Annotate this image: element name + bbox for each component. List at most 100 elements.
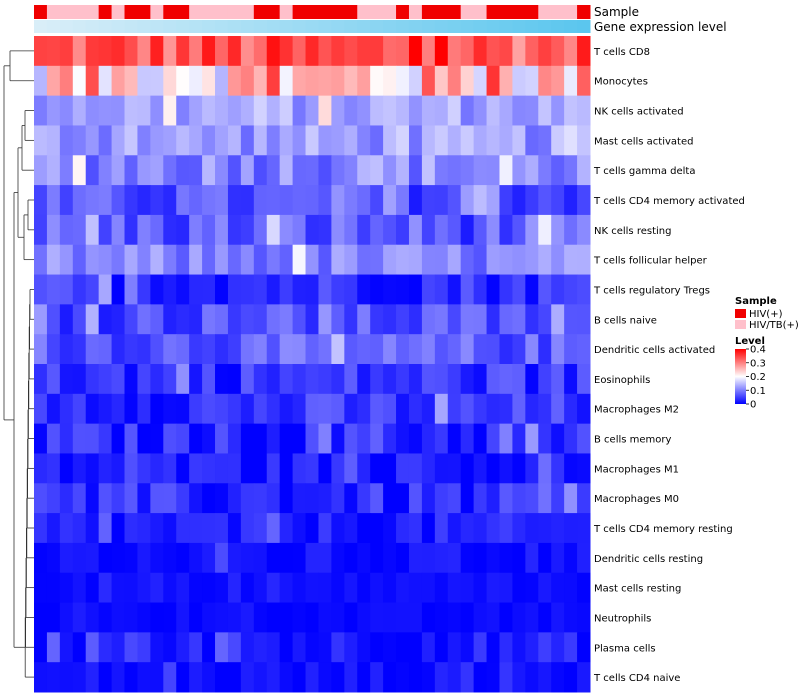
heatmap-cell: [163, 393, 177, 425]
heatmap-cell: [202, 125, 216, 156]
heatmap-cell: [176, 334, 190, 365]
heatmap-cell: [59, 453, 74, 484]
heatmap-cell: [499, 274, 513, 305]
heatmap-cell: [370, 423, 384, 454]
heatmap-cell: [34, 36, 48, 67]
heatmap-cell: [421, 513, 436, 544]
heatmap-cell: [357, 185, 371, 216]
heatmap-cell: [305, 185, 319, 216]
heatmap-cell: [34, 423, 48, 454]
heatmap-cell: [370, 36, 384, 67]
row-label: Macrophages M1: [594, 464, 679, 475]
gene-annotation-cell: [408, 20, 423, 33]
heatmap-cell: [215, 214, 229, 246]
gene-annotation-cell: [460, 20, 475, 33]
sample-annotation-cell: [499, 5, 513, 19]
sample-annotation-cell: [460, 5, 475, 19]
heatmap-cell: [525, 364, 539, 395]
heatmap-cell: [486, 483, 500, 514]
heatmap-cell: [215, 453, 229, 484]
heatmap-cell: [551, 125, 565, 156]
row-dendrogram: [3, 50, 34, 678]
heatmap-cell: [137, 632, 151, 663]
heatmap-cell: [150, 483, 164, 514]
heatmap-cell: [499, 483, 513, 514]
heatmap-cell: [434, 36, 449, 67]
gene-annotation-cell: [98, 20, 113, 33]
heatmap-cell: [577, 155, 591, 186]
heatmap-cell: [292, 542, 307, 574]
heatmap-cell: [176, 662, 190, 693]
heatmap-cell: [408, 95, 423, 126]
gene-annotation-cell: [59, 20, 74, 33]
heatmap-cell: [577, 36, 591, 67]
sample-annotation-cell: [176, 5, 190, 19]
heatmap-cell: [408, 364, 423, 395]
heatmap-cell: [189, 453, 203, 484]
heatmap-cell: [473, 453, 488, 484]
heatmap-cell: [357, 244, 371, 276]
heatmap-cell: [150, 125, 164, 156]
heatmap-cell: [577, 483, 591, 514]
heatmap-cell: [318, 244, 332, 276]
gene-annotation-cell: [499, 20, 513, 33]
heatmap-cell: [486, 453, 500, 484]
heatmap-cell: [85, 542, 100, 574]
heatmap-cell: [486, 364, 500, 395]
heatmap-cell: [383, 334, 397, 365]
heatmap-cell: [499, 453, 513, 484]
heatmap-cell: [85, 214, 100, 246]
heatmap-cell: [408, 572, 423, 604]
heatmap-cell: [163, 662, 177, 693]
heatmap-cell: [564, 513, 578, 544]
heatmap-cell: [396, 572, 410, 604]
heatmap-cell: [499, 423, 513, 454]
heatmap-cell: [292, 513, 307, 544]
heatmap-cell: [305, 453, 319, 484]
heatmap-cell: [460, 185, 475, 216]
heatmap-cell: [460, 513, 475, 544]
heatmap-cell: [564, 185, 578, 216]
heatmap-cell: [137, 65, 151, 97]
gene-annotation-cell: [486, 20, 500, 33]
heatmap-cell: [551, 36, 565, 67]
heatmap-cell: [434, 602, 449, 633]
heatmap-cell: [163, 364, 177, 395]
heatmap-cell: [240, 542, 255, 574]
heatmap-cell: [72, 542, 87, 574]
heatmap-cell: [215, 572, 229, 604]
heatmap-cell: [434, 95, 449, 126]
heatmap-cell: [460, 423, 475, 454]
heatmap-cell: [538, 274, 552, 305]
heatmap-cell: [357, 364, 371, 395]
heatmap-cell: [46, 274, 61, 305]
heatmap-cell: [137, 542, 151, 574]
heatmap-cell: [577, 453, 591, 484]
heatmap-cell: [202, 572, 216, 604]
heatmap-cell: [59, 304, 74, 335]
row-label: B cells naive: [594, 315, 657, 326]
gene-annotation-cell: [473, 20, 488, 33]
heatmap-cell: [46, 423, 61, 454]
heatmap-cell: [499, 95, 513, 126]
heatmap-cell: [189, 36, 203, 67]
heatmap-cell: [370, 185, 384, 216]
heatmap-cell: [525, 185, 539, 216]
heatmap-cell: [564, 602, 578, 633]
row-label: T cells regulatory Tregs: [593, 285, 710, 296]
heatmap-cell: [396, 632, 410, 663]
heatmap-cell: [383, 155, 397, 186]
heatmap-cell: [46, 155, 61, 186]
gene-annotation-cell: [137, 20, 151, 33]
heatmap-cell: [370, 364, 384, 395]
heatmap-cell: [318, 304, 332, 335]
heatmap-cell: [396, 125, 410, 156]
heatmap-cell: [305, 483, 319, 514]
heatmap-cell: [408, 36, 423, 67]
heatmap-cell: [176, 364, 190, 395]
heatmap-cell: [525, 662, 539, 693]
heatmap-cell: [486, 393, 500, 425]
heatmap-cell: [72, 274, 87, 305]
heatmap-cell: [564, 483, 578, 514]
heatmap-cell: [331, 125, 345, 156]
